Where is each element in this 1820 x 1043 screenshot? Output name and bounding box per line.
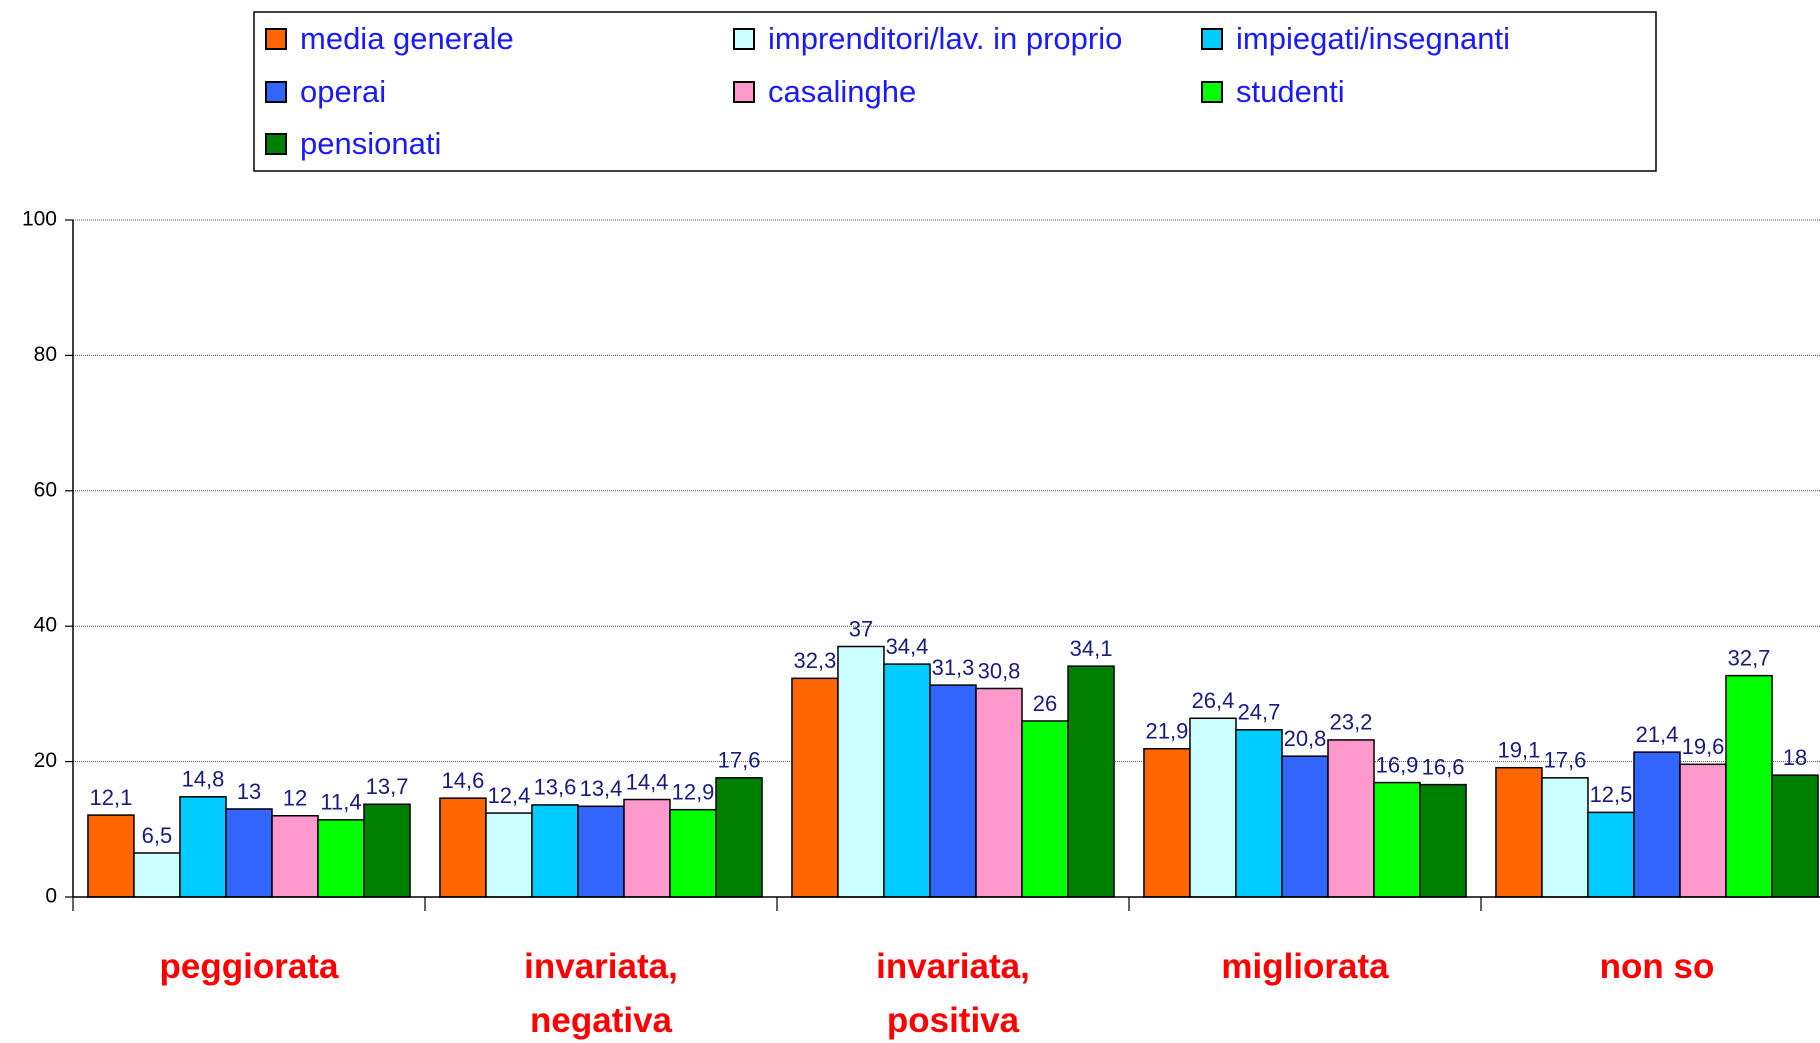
bar: [1679, 763, 1727, 898]
bar: [623, 798, 671, 898]
data-label: 37: [849, 616, 873, 641]
legend-swatch: [265, 28, 287, 50]
data-label: 24,7: [1238, 700, 1281, 725]
data-label: 31,3: [932, 655, 975, 680]
legend-label: operai: [300, 74, 386, 109]
bar: [1725, 674, 1773, 898]
data-label: 23,2: [1330, 710, 1373, 735]
data-label: 17,6: [1544, 748, 1587, 773]
data-label: 16,6: [1422, 754, 1465, 779]
data-label: 12: [283, 786, 307, 811]
legend-label: media generale: [300, 21, 514, 56]
bar: [1235, 729, 1283, 898]
bar: [225, 808, 273, 898]
bar: [1327, 739, 1375, 898]
data-label: 13,4: [580, 776, 623, 801]
data-label: 14,4: [626, 769, 669, 794]
x-tick-label: peggiorata: [159, 947, 339, 986]
data-label: 34,1: [1070, 636, 1113, 661]
data-label: 18: [1783, 745, 1807, 770]
bar: [669, 808, 717, 898]
data-label: 34,4: [886, 634, 929, 659]
data-label: 12,5: [1590, 782, 1633, 807]
legend-label: impiegati/insegnanti: [1236, 21, 1510, 56]
y-tick-label: 60: [34, 478, 57, 501]
bar: [1021, 720, 1069, 898]
bar: [1143, 747, 1191, 898]
data-label: 17,6: [718, 748, 761, 773]
bar: [975, 687, 1023, 898]
data-label: 21,9: [1146, 719, 1189, 744]
bar: [1633, 751, 1681, 898]
y-tick-label: 80: [34, 343, 57, 366]
bar: [485, 812, 533, 898]
bar: [577, 805, 625, 898]
bar: [1419, 783, 1467, 898]
bar: [179, 796, 227, 898]
data-label: 13: [237, 779, 261, 804]
bar: [1541, 777, 1589, 898]
data-label: 14,8: [182, 767, 225, 792]
bar: [1281, 755, 1329, 898]
bar: [883, 663, 931, 898]
bar: [791, 677, 839, 898]
bar: [929, 684, 977, 898]
data-label: 13,7: [366, 774, 409, 799]
legend-swatch: [1201, 81, 1223, 103]
bar: [1495, 766, 1543, 898]
y-tick-label: 40: [34, 614, 57, 637]
bar: [317, 819, 365, 898]
data-label: 16,9: [1376, 752, 1419, 777]
bar: [1771, 774, 1819, 898]
data-label: 14,6: [442, 768, 485, 793]
data-label: 12,9: [672, 779, 715, 804]
bar: [133, 852, 181, 898]
y-tick-label: 100: [22, 208, 57, 231]
legend-label: pensionati: [300, 126, 441, 161]
data-label: 26,4: [1192, 688, 1235, 713]
bar: [87, 814, 135, 898]
legend-swatch: [265, 81, 287, 103]
data-label: 13,6: [534, 775, 577, 800]
bar: [439, 797, 487, 898]
legend-label: casalinghe: [768, 74, 916, 109]
bar: [1587, 811, 1635, 898]
legend-swatch: [1201, 28, 1223, 50]
legend-swatch: [265, 133, 287, 155]
bar: [1189, 717, 1237, 898]
y-tick-label: 20: [34, 749, 57, 772]
data-label: 12,1: [90, 785, 133, 810]
x-tick-label: invariata, negativa: [524, 947, 678, 1040]
x-tick-label: migliorata: [1221, 947, 1389, 986]
legend-swatch: [733, 28, 755, 50]
bar: [1067, 665, 1115, 898]
data-label: 21,4: [1636, 722, 1679, 747]
data-label: 32,3: [794, 648, 837, 673]
bar: [837, 645, 885, 898]
data-label: 20,8: [1284, 726, 1327, 751]
data-label: 26: [1033, 691, 1057, 716]
data-label: 6,5: [142, 823, 173, 848]
data-label: 12,4: [488, 783, 531, 808]
x-tick-label: non so: [1599, 947, 1715, 986]
bar: [363, 803, 411, 898]
y-tick-label: 0: [45, 885, 57, 908]
legend-swatch: [733, 81, 755, 103]
legend-box: [253, 11, 1657, 172]
bar: [1373, 781, 1421, 898]
data-label: 19,1: [1498, 738, 1541, 763]
x-tick-label: invariata, positiva: [876, 947, 1030, 1040]
legend-label: imprenditori/lav. in proprio: [768, 21, 1122, 56]
data-label: 19,6: [1682, 734, 1725, 759]
legend-label: studenti: [1236, 74, 1345, 109]
data-label: 11,4: [320, 790, 361, 815]
bar: [271, 815, 319, 898]
bar: [715, 777, 763, 898]
data-label: 32,7: [1728, 645, 1771, 670]
bar: [531, 804, 579, 898]
data-label: 30,8: [978, 658, 1021, 683]
